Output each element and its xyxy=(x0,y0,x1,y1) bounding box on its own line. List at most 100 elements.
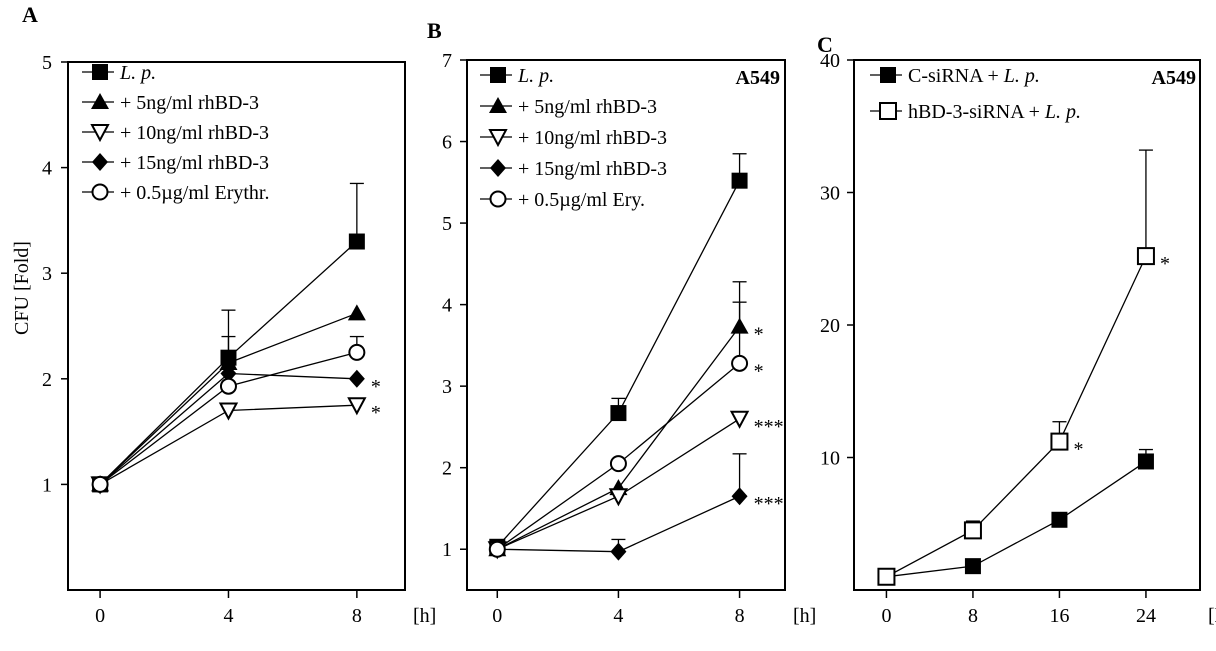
data-point xyxy=(347,397,367,416)
significance-mark: * xyxy=(1160,253,1170,275)
y-tick-label: 7 xyxy=(442,50,452,72)
legend-label: L. p. xyxy=(119,62,156,84)
legend-marker xyxy=(91,183,109,201)
panel-letter: C xyxy=(817,32,833,57)
y-tick-label: 6 xyxy=(442,132,452,154)
legend-label: + 0.5µg/ml Ery. xyxy=(518,189,645,211)
y-tick-label: 30 xyxy=(820,183,840,205)
legend-label: L. p. xyxy=(517,65,554,87)
y-tick-label: 10 xyxy=(820,448,840,470)
data-point xyxy=(91,475,109,493)
y-tick-label: 1 xyxy=(442,539,452,561)
y-axis-title: CFU [Fold] xyxy=(11,241,33,335)
data-point xyxy=(348,343,366,361)
legend-item: + 5ng/ml rhBD-3 xyxy=(480,96,657,118)
panel-letter: A xyxy=(22,2,38,27)
y-tick-label: 5 xyxy=(42,52,52,74)
legend-marker xyxy=(879,102,897,120)
legend-marker xyxy=(489,190,507,208)
y-tick-label: 40 xyxy=(820,50,840,72)
y-tick-label: 5 xyxy=(442,213,452,235)
x-tick-label: 8 xyxy=(968,605,978,627)
y-tick-label: 1 xyxy=(42,474,52,496)
x-tick-label: 4 xyxy=(613,605,623,627)
legend-label: hBD-3-siRNA + L. p. xyxy=(908,101,1081,123)
data-point xyxy=(610,405,627,422)
legend-marker xyxy=(92,153,108,171)
x-tick-label: 8 xyxy=(352,605,362,627)
data-point xyxy=(963,521,982,540)
x-tick-label: 24 xyxy=(1136,605,1156,627)
legend-label: C-siRNA + L. p. xyxy=(908,65,1040,87)
legend-marker xyxy=(880,67,896,83)
legend-label-prefix: hBD-3-siRNA + xyxy=(908,101,1045,123)
y-tick-label: 4 xyxy=(42,158,52,180)
legend-marker xyxy=(92,64,108,80)
data-point xyxy=(1050,432,1069,451)
legend-marker xyxy=(489,97,507,113)
series-5 xyxy=(488,301,749,558)
significance-mark: *** xyxy=(754,416,784,438)
plot-frame xyxy=(67,61,406,591)
data-point xyxy=(731,172,748,189)
y-tick-label: 3 xyxy=(442,376,452,398)
legend-label: + 10ng/ml rhBD-3 xyxy=(120,122,269,144)
data-point xyxy=(218,402,239,421)
x-tick-label: 0 xyxy=(881,605,891,627)
legend-label-italic: L. p. xyxy=(1044,101,1081,123)
series-2 xyxy=(877,149,1155,586)
legend-marker xyxy=(490,67,506,83)
data-point xyxy=(347,304,366,321)
data-point xyxy=(731,487,748,506)
legend-item: + 15ng/ml rhBD-3 xyxy=(480,158,667,180)
legend-item: + 10ng/ml rhBD-3 xyxy=(82,122,269,144)
x-unit-label: [h] xyxy=(413,605,436,627)
data-point xyxy=(610,542,627,561)
data-point xyxy=(220,364,237,383)
series-line xyxy=(886,255,1147,578)
significance-mark: * xyxy=(371,376,381,398)
y-tick-label: 2 xyxy=(442,458,452,480)
legend: C-siRNA + L. p. hBD-3-siRNA + L. p. xyxy=(870,65,1081,123)
y-tick-label: 2 xyxy=(42,369,52,391)
legend-label: + 10ng/ml rhBD-3 xyxy=(518,127,667,149)
legend-marker xyxy=(90,124,110,143)
legend-item: + 0.5µg/ml Ery. xyxy=(480,189,645,211)
series-line xyxy=(496,326,741,550)
cell-line-label: A549 xyxy=(1152,67,1196,89)
significance-mark: * xyxy=(754,324,764,346)
x-unit-label: [h] xyxy=(793,605,816,627)
legend-item: + 0.5µg/ml Erythr. xyxy=(82,182,269,204)
x-unit-label: [h] xyxy=(1208,605,1216,627)
legend-item: + 5ng/ml rhBD-3 xyxy=(82,92,259,114)
data-point xyxy=(348,233,365,250)
significance-mark: * xyxy=(371,402,381,424)
legend: L. p. + 5ng/ml rhBD-3 + 10ng/ml rhBD-3 + 15… xyxy=(480,65,667,211)
legend-marker xyxy=(488,129,508,148)
data-point xyxy=(219,377,237,395)
plot-frame xyxy=(466,59,786,591)
y-tick-label: 3 xyxy=(42,263,52,285)
data-point xyxy=(731,354,749,372)
data-point xyxy=(608,488,629,507)
legend-item: hBD-3-siRNA + L. p. xyxy=(870,101,1081,123)
legend-item: L. p. xyxy=(82,62,156,84)
series-3 xyxy=(90,397,367,495)
legend: L. p. + 5ng/ml rhBD-3 + 10ng/ml rhBD-3 + 15… xyxy=(82,62,269,204)
data-point xyxy=(1136,247,1155,266)
series-5 xyxy=(91,335,366,493)
data-point xyxy=(729,410,750,429)
legend-label-italic: L. p. xyxy=(1003,65,1040,87)
legend-marker xyxy=(91,93,109,109)
significance-mark: * xyxy=(1073,439,1083,461)
legend-label: + 15ng/ml rhBD-3 xyxy=(518,158,667,180)
x-tick-label: 4 xyxy=(223,605,233,627)
cell-line-label: A549 xyxy=(736,67,780,89)
legend-item: C-siRNA + L. p. xyxy=(870,65,1040,87)
legend-item: + 15ng/ml rhBD-3 xyxy=(82,152,269,174)
series-1 xyxy=(878,448,1154,585)
series-line xyxy=(886,460,1147,578)
y-tick-label: 20 xyxy=(820,315,840,337)
